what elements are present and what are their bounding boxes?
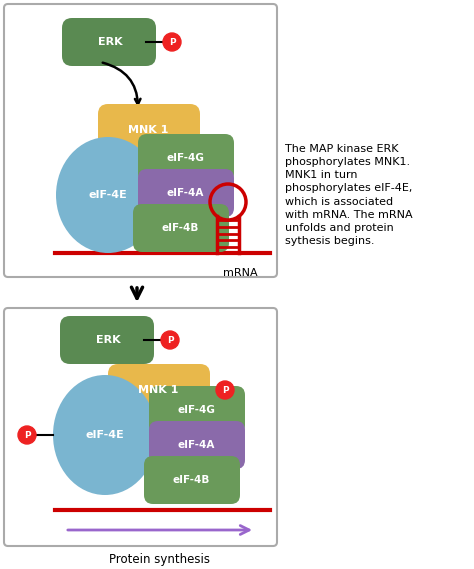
FancyBboxPatch shape <box>108 364 210 416</box>
FancyBboxPatch shape <box>60 316 154 364</box>
Circle shape <box>216 381 234 399</box>
Text: eIF-4A: eIF-4A <box>177 440 215 450</box>
Ellipse shape <box>53 375 157 495</box>
Text: The MAP kinase ERK
phosphorylates MNK1.
MNK1 in turn
phosphorylates eIF-4E,
whic: The MAP kinase ERK phosphorylates MNK1. … <box>285 144 413 246</box>
FancyBboxPatch shape <box>149 386 245 434</box>
Text: P: P <box>167 336 173 344</box>
FancyBboxPatch shape <box>138 169 234 217</box>
Text: eIF-4A: eIF-4A <box>166 188 204 198</box>
FancyBboxPatch shape <box>4 4 277 277</box>
Text: ERK: ERK <box>96 335 120 345</box>
Text: MNK 1: MNK 1 <box>138 385 178 395</box>
Text: P: P <box>222 386 228 394</box>
FancyBboxPatch shape <box>144 456 240 504</box>
Text: eIF-4G: eIF-4G <box>166 153 204 163</box>
Text: mRNA: mRNA <box>223 268 258 278</box>
Ellipse shape <box>56 137 160 253</box>
Text: ERK: ERK <box>98 37 122 47</box>
Text: P: P <box>169 38 175 47</box>
Text: MNK 1: MNK 1 <box>128 125 168 135</box>
Circle shape <box>18 426 36 444</box>
Text: eIF-4G: eIF-4G <box>177 405 215 415</box>
Text: P: P <box>24 431 30 439</box>
FancyBboxPatch shape <box>149 421 245 469</box>
Text: eIF-4E: eIF-4E <box>89 190 128 200</box>
FancyBboxPatch shape <box>98 104 200 156</box>
Circle shape <box>161 331 179 349</box>
Text: eIF-4E: eIF-4E <box>86 430 124 440</box>
Text: Protein synthesis: Protein synthesis <box>109 553 210 566</box>
Text: eIF-4B: eIF-4B <box>173 475 210 485</box>
FancyBboxPatch shape <box>62 18 156 66</box>
Text: eIF-4B: eIF-4B <box>161 223 199 233</box>
FancyBboxPatch shape <box>138 134 234 182</box>
Circle shape <box>163 33 181 51</box>
FancyBboxPatch shape <box>133 204 229 252</box>
FancyBboxPatch shape <box>4 308 277 546</box>
